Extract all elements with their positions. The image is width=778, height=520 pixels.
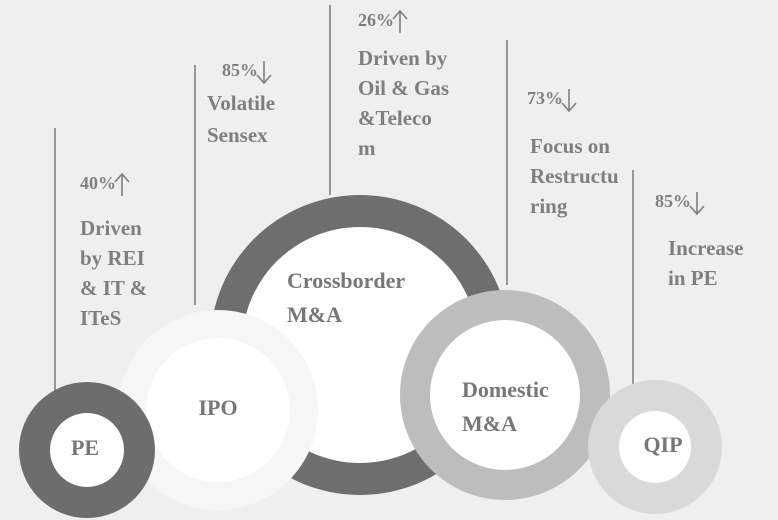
circle-center <box>430 320 580 470</box>
description-line: Focus on <box>530 134 610 158</box>
description-line: ring <box>530 194 568 218</box>
circle-label: PE <box>71 435 99 460</box>
description-line: Sensex <box>207 123 268 147</box>
circle-label: QIP <box>643 432 682 457</box>
description-line: & IT & <box>80 276 147 300</box>
description-line: ITeS <box>80 306 121 330</box>
description-line: &Teleco <box>358 106 432 130</box>
description-line: Restructu <box>530 164 619 188</box>
circle-label: M&A <box>287 302 342 327</box>
circle-center <box>619 411 691 483</box>
circle-center <box>146 338 290 482</box>
description-line: Increase <box>668 236 743 260</box>
change-percent: 85% <box>222 60 258 80</box>
change-percent: 40% <box>80 173 116 193</box>
circle-label: Crossborder <box>287 268 405 293</box>
trend-arrow <box>689 192 705 216</box>
circle-label: Domestic <box>462 377 549 402</box>
description-line: Oil & Gas <box>358 76 449 100</box>
circle-center <box>50 413 124 487</box>
change-percent: 85% <box>655 191 691 211</box>
description-line: in PE <box>668 266 718 290</box>
circle-label: M&A <box>462 411 517 436</box>
description-line: Volatile <box>207 91 275 115</box>
trend-arrow <box>561 89 577 113</box>
trend-arrow <box>114 172 130 196</box>
change-percent: 73% <box>527 88 563 108</box>
description-line: m <box>358 136 376 160</box>
circle-label: IPO <box>198 395 237 420</box>
description-line: by REI <box>80 246 145 270</box>
description-line: Driven <box>80 216 142 240</box>
change-percent: 26% <box>358 10 394 30</box>
description-line: Driven by <box>358 46 448 70</box>
trend-arrow <box>256 61 272 85</box>
trend-arrow <box>392 9 408 33</box>
